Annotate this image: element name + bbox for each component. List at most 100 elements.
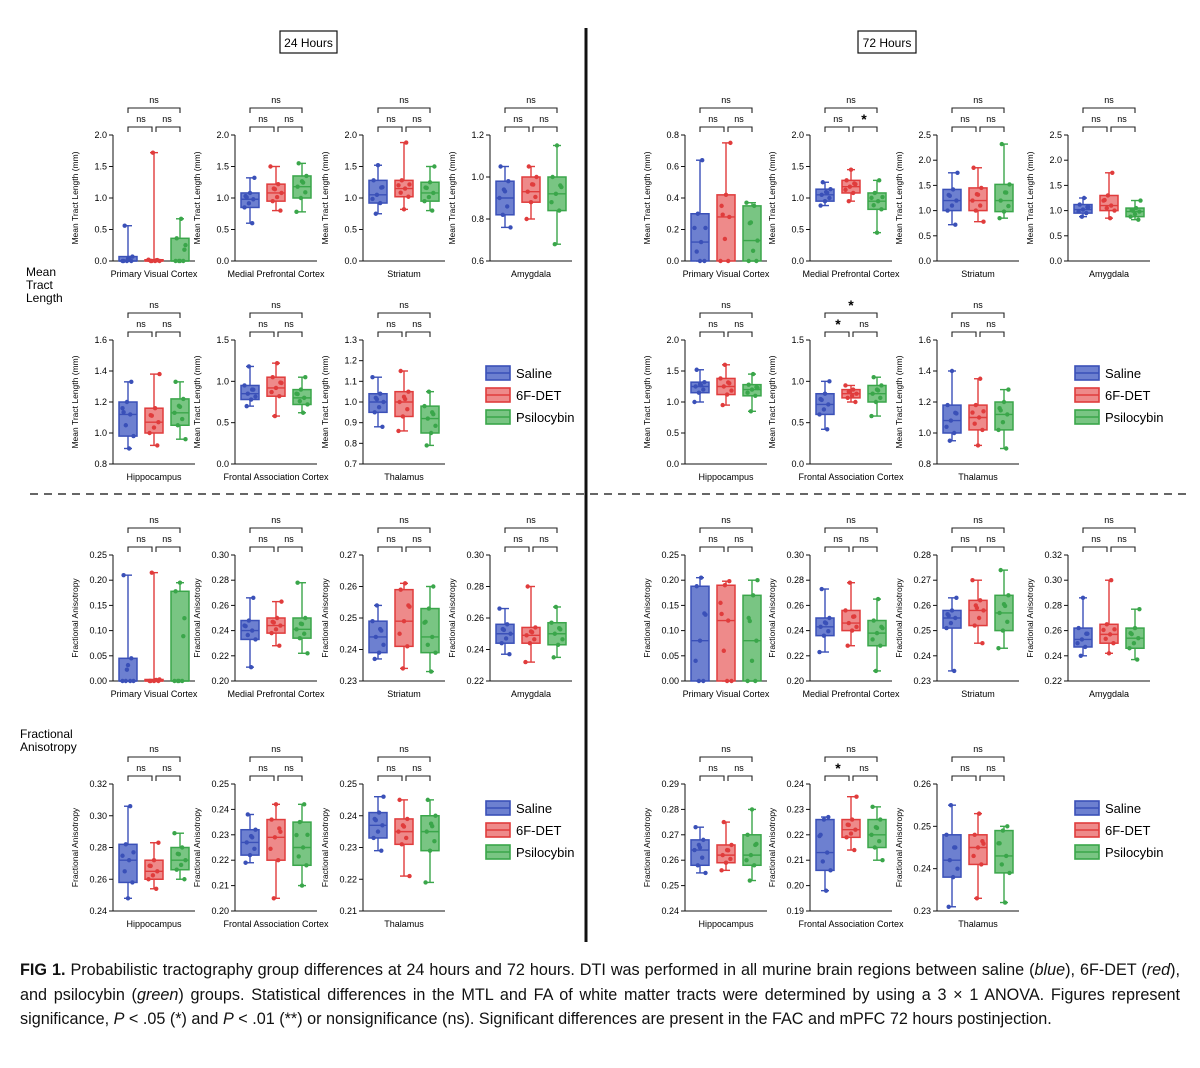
y-axis-label: Mean Tract Length (mm) (767, 355, 777, 448)
data-point (870, 637, 875, 642)
data-point (1137, 606, 1142, 612)
y-tick-label: 1.0 (94, 428, 107, 438)
data-point (268, 164, 273, 169)
data-point (729, 388, 734, 393)
data-point (376, 404, 382, 410)
y-axis-label: Mean Tract Length (mm) (320, 355, 330, 448)
data-point (120, 678, 125, 684)
data-point (297, 398, 302, 404)
bracket-top (824, 312, 878, 318)
data-point (295, 580, 300, 585)
data-point (700, 855, 705, 860)
data-point (182, 877, 187, 882)
data-point (698, 575, 704, 580)
data-point (722, 583, 728, 588)
data-point (131, 433, 136, 439)
data-point (125, 896, 131, 901)
bracket-top (951, 107, 1005, 113)
y-tick-label: 0.25 (339, 613, 357, 623)
data-point (154, 677, 159, 683)
box-6f-det (716, 579, 736, 684)
sig-label-right: ns (162, 534, 172, 544)
data-point (980, 427, 985, 433)
data-point (374, 192, 380, 198)
y-tick-label: 1.0 (918, 206, 931, 216)
data-point (880, 858, 885, 863)
data-point (724, 678, 730, 684)
legend-label: 6F-DET (516, 388, 562, 403)
data-point (375, 163, 381, 168)
data-point (183, 242, 188, 248)
data-point (432, 164, 437, 169)
data-point (397, 631, 402, 636)
data-point (279, 599, 284, 604)
sig-label-right: ns (284, 763, 294, 773)
data-point (748, 220, 754, 225)
data-point (996, 646, 1001, 651)
bracket-right (1110, 546, 1136, 552)
sig-label-right: ns (1117, 114, 1127, 124)
data-point (122, 223, 127, 228)
y-tick-label: 0.24 (89, 906, 107, 916)
data-point (747, 878, 752, 883)
y-tick-label: 0.5 (344, 225, 357, 235)
data-point (182, 247, 187, 252)
data-point (692, 399, 697, 405)
y-tick-label: 0.5 (216, 418, 229, 428)
data-point (703, 612, 708, 617)
sig-label-left: ns (258, 114, 268, 124)
data-point (1006, 203, 1011, 209)
data-point (272, 413, 278, 419)
data-point (755, 578, 760, 583)
bracket-top (824, 527, 878, 533)
sig-label-left: ns (513, 534, 523, 544)
data-point (1111, 641, 1116, 646)
box-psilocybin (292, 375, 312, 415)
significance-brackets (377, 312, 431, 337)
data-point (398, 368, 403, 374)
data-point (946, 613, 951, 618)
y-tick-label: 0.24 (913, 864, 931, 874)
y-tick-label: 0.26 (89, 874, 107, 884)
data-point (718, 258, 723, 264)
data-point (698, 383, 704, 388)
data-point (559, 184, 564, 190)
sig-label-left: ns (386, 763, 396, 773)
data-point (121, 410, 126, 415)
data-point (723, 860, 729, 865)
data-point (869, 413, 874, 419)
y-tick-label: 1.0 (94, 193, 107, 203)
chart-title: Striatum (387, 689, 421, 699)
data-point (297, 819, 302, 825)
sig-label-right: ns (734, 114, 744, 124)
data-point (878, 395, 883, 401)
data-point (721, 384, 726, 389)
box-plot: 0.00 0.05 0.10 0.15 0.20 0.25 Fractional Aniso… (642, 515, 770, 699)
data-point (246, 618, 252, 623)
y-axis-label: Fractional Anisotropy (70, 578, 80, 658)
y-tick-label: 0.00 (661, 676, 679, 686)
sig-label-right: ns (986, 534, 996, 544)
data-point (970, 578, 975, 583)
legend-label: Saline (516, 801, 552, 816)
data-point (525, 584, 530, 589)
data-point (721, 819, 726, 825)
data-point (692, 225, 697, 231)
sig-label-right: ns (539, 534, 549, 544)
y-tick-label: 0.4 (666, 193, 679, 203)
y-tick-label: 0.26 (466, 613, 484, 623)
data-point (1075, 641, 1080, 646)
data-point (156, 419, 161, 425)
box-plot: 0.0 0.5 1.0 1.5 2.0 Mean Tract Length (mm) Med… (192, 95, 325, 279)
data-point (528, 200, 534, 205)
sig-label-left: ns (960, 114, 970, 124)
y-tick-label: 1.0 (344, 397, 357, 407)
data-point (693, 384, 698, 389)
box (716, 584, 736, 682)
data-point (843, 383, 848, 388)
data-point (719, 868, 724, 873)
y-tick-label: 1.6 (94, 335, 107, 345)
bracket-left (951, 775, 977, 781)
significance-brackets (1082, 107, 1136, 132)
box-plot: 0.0 0.2 0.4 0.6 0.8 Mean Tract Length (mm) Pri… (642, 95, 770, 279)
